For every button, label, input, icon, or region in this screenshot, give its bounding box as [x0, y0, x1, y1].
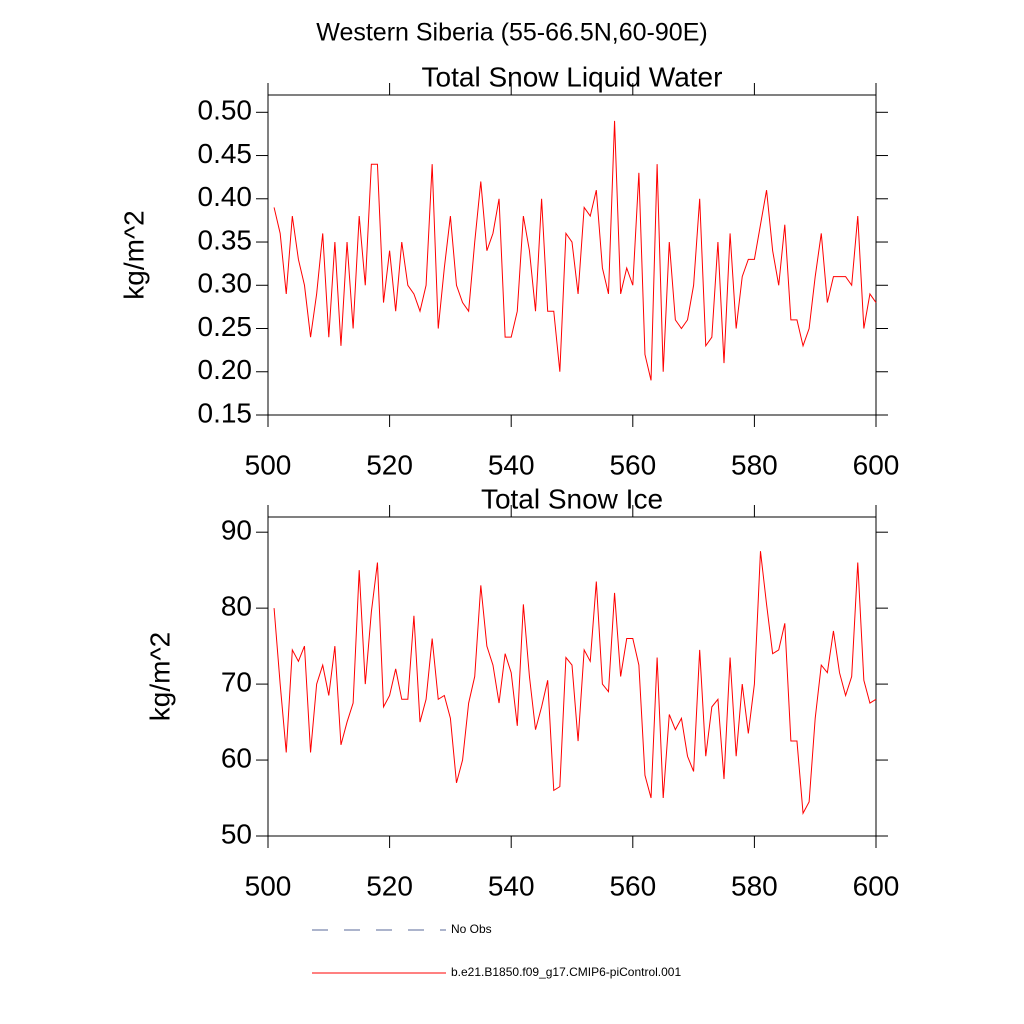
- y-tick-label: 0.45: [198, 138, 253, 169]
- x-tick-label: 520: [366, 449, 413, 480]
- x-tick-label: 500: [245, 870, 292, 901]
- y-tick-label: 90: [221, 515, 252, 546]
- y-tick-label: 0.25: [198, 311, 253, 342]
- x-tick-label: 580: [731, 449, 778, 480]
- y-tick-label: 60: [221, 742, 252, 773]
- plot-frame: [267, 516, 877, 837]
- chart-title: Total Snow Liquid Water: [422, 61, 723, 92]
- x-tick-label: 600: [853, 449, 900, 480]
- y-tick-label: 0.35: [198, 224, 253, 255]
- legend-label: b.e21.B1850.f09_g17.CMIP6-piControl.001: [451, 965, 681, 979]
- figure-title: Western Siberia (55-66.5N,60-90E): [316, 19, 707, 47]
- y-tick-label: 0.15: [198, 397, 253, 428]
- x-tick-label: 520: [366, 870, 413, 901]
- y-tick-label: 0.30: [198, 268, 253, 299]
- chart-title: Total Snow Ice: [481, 483, 663, 514]
- y-tick-label: 0.50: [198, 95, 253, 126]
- x-tick-label: 580: [731, 870, 778, 901]
- legend-label: No Obs: [451, 922, 492, 936]
- x-tick-label: 500: [245, 449, 292, 480]
- data-line: [273, 551, 877, 815]
- x-tick-label: 560: [609, 449, 656, 480]
- data-line: [273, 120, 877, 381]
- plot-frame: [267, 94, 877, 416]
- y-tick-label: 0.20: [198, 354, 253, 385]
- x-tick-label: 560: [609, 870, 656, 901]
- y-tick-label: 70: [221, 666, 252, 697]
- x-tick-label: 540: [488, 449, 535, 480]
- y-tick-label: 0.40: [198, 181, 253, 212]
- y-tick-label: 80: [221, 591, 252, 622]
- x-tick-label: 600: [853, 870, 900, 901]
- y-axis-label: kg/m^2: [118, 210, 149, 299]
- x-tick-label: 540: [488, 870, 535, 901]
- y-axis-label: kg/m^2: [144, 632, 175, 721]
- y-tick-label: 50: [221, 818, 252, 849]
